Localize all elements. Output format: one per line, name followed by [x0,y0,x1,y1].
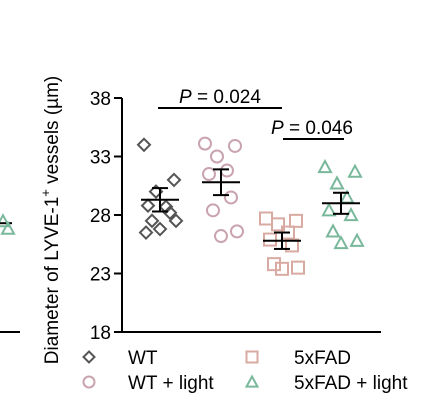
data-point [285,238,299,253]
data-point [275,261,289,276]
data-point [210,149,224,164]
legend-marker [82,375,96,389]
data-point [152,221,168,237]
y-axis-label-main: Diameter of LYVE-1 [42,197,63,365]
significance-brackets: P = 0.024 P = 0.046 [158,87,353,140]
data-point [138,225,154,240]
data-point [198,136,212,151]
data-point [144,213,160,229]
y-tick-label: 38 [90,89,111,110]
data-point [321,202,337,217]
data-point [317,158,333,174]
data-point [220,163,234,178]
data-point [289,213,303,228]
data-point [329,175,345,190]
data-point [202,167,216,182]
data-point [228,138,242,153]
y-ticks: 18 23 28 33 38 [90,89,122,344]
data-point [140,198,156,214]
y-axis-label-superscript: + [38,189,53,197]
data-point [347,163,363,178]
clipped-data-point [0,220,16,235]
data-point [168,213,184,229]
data-points [136,136,365,276]
legend-marker [245,350,259,364]
data-point [349,232,365,247]
clipped-data-point [0,213,11,228]
y-tick-label: 33 [90,148,111,169]
data-point [206,203,220,218]
clipped-left-group [0,213,20,333]
data-point [263,232,277,247]
data-point [230,224,244,239]
data-point [291,260,305,275]
data-point [166,172,182,188]
y-tick-label: 23 [90,265,111,286]
data-point [224,190,238,205]
data-point [333,234,349,250]
data-point [158,199,174,215]
y-axis-label-tail: vessels (µm) [42,76,63,189]
legend: WT WT + light 5xFAD 5xFAD + light [82,348,408,394]
data-point [325,223,341,238]
legend-label: 5xFAD + light [294,373,408,394]
data-point [271,217,285,232]
p-value-label: P = 0.024 [179,87,261,108]
y-tick-label: 28 [90,206,111,227]
data-point [267,257,281,272]
y-axis-label: Diameter of LYVE-1+ vessels (µm) [38,76,63,365]
y-tick-label: 18 [90,323,111,344]
data-point [259,211,273,226]
legend-label: 5xFAD [294,348,351,369]
data-point [136,137,152,153]
legend-marker [82,350,96,364]
legend-marker [244,374,260,388]
p-value-label: P = 0.046 [271,118,353,139]
mean-sem-bars [141,168,360,250]
data-point [214,229,228,244]
legend-label: WT + light [128,373,214,394]
legend-label: WT [128,348,158,369]
